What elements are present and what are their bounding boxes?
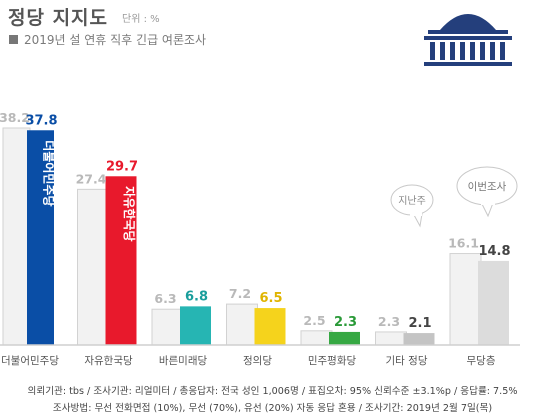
previous-bar <box>2 127 31 346</box>
current-bar <box>27 130 54 345</box>
previous-bar <box>300 330 333 346</box>
current-value-label: 2.3 <box>334 315 357 330</box>
bar-inner-label: 자유한국당 <box>122 186 137 241</box>
current-bar <box>403 333 435 345</box>
previous-value-label: 7.2 <box>229 286 251 301</box>
subtitle-text: 2019년 설 연휴 직후 긴급 여론조사 <box>24 33 207 47</box>
category-label: 자유한국당 <box>84 355 133 367</box>
current-value-label: 6.8 <box>185 289 208 304</box>
previous-bar <box>375 331 407 346</box>
footer-line-2: 조사방법: 무선 전화면접 (10%), 무선 (70%), 유선 (20%) … <box>52 403 493 414</box>
previous-bar <box>151 308 184 346</box>
current-bar <box>478 260 509 345</box>
national-assembly-icon <box>424 14 512 66</box>
current-bar <box>254 308 286 345</box>
category-label: 바른미래당 <box>159 355 208 367</box>
current-bar <box>180 306 211 345</box>
current-value-label: 2.1 <box>408 316 431 331</box>
current-value-label: 37.8 <box>25 113 57 128</box>
previous-value-label: 16.1 <box>448 236 479 251</box>
unit-label: 단위 : % <box>122 14 160 25</box>
previous-bubble: 지난주 <box>390 184 434 228</box>
category-label: 더불어민주당 <box>1 355 59 367</box>
previous-bar <box>449 253 482 346</box>
category-label: 정의당 <box>243 355 272 367</box>
current-value-label: 6.5 <box>259 291 282 306</box>
current-bar <box>105 176 137 345</box>
chart-subtitle: 2019년 설 연휴 직후 긴급 여론조사 <box>9 31 206 48</box>
category-label: 민주평화당 <box>308 355 357 367</box>
previous-bar <box>226 303 258 346</box>
bar-inner-label: 더불어민주당 <box>42 140 57 206</box>
current-value-label: 29.7 <box>106 159 138 174</box>
current-bar <box>329 331 360 345</box>
bullet-square-icon <box>9 35 18 44</box>
previous-value-label: 6.3 <box>154 291 176 306</box>
previous-bar <box>77 188 109 346</box>
current-value-label: 14.8 <box>478 244 510 259</box>
current-bubble: 이번조사 <box>456 166 518 218</box>
previous-value-label: 2.3 <box>378 314 400 329</box>
category-label: 기타 정당 <box>386 355 428 367</box>
previous-value-label: 27.4 <box>76 171 107 186</box>
footer-line-1: 의뢰기관: tbs / 조사기관: 리얼미터 / 총응답자: 전국 성인 1,0… <box>27 386 518 397</box>
chart-title: 정당 지지도 <box>8 7 109 29</box>
previous-value-label: 2.5 <box>303 313 325 328</box>
category-label: 무당층 <box>467 355 496 367</box>
previous-annotation: 지난주 <box>398 195 426 207</box>
current-annotation: 이번조사 <box>468 181 507 193</box>
previous-value-label: 38.2 <box>0 110 30 125</box>
